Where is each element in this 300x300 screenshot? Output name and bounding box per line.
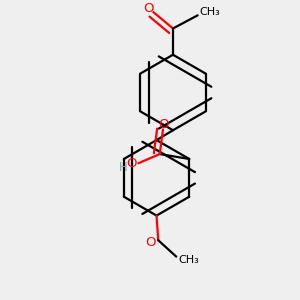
Text: O: O bbox=[145, 236, 156, 249]
Text: O: O bbox=[126, 158, 137, 170]
Text: O: O bbox=[143, 2, 154, 15]
Text: O: O bbox=[159, 118, 169, 131]
Text: CH₃: CH₃ bbox=[199, 7, 220, 17]
Text: CH₃: CH₃ bbox=[178, 255, 199, 265]
Text: H: H bbox=[119, 161, 128, 174]
